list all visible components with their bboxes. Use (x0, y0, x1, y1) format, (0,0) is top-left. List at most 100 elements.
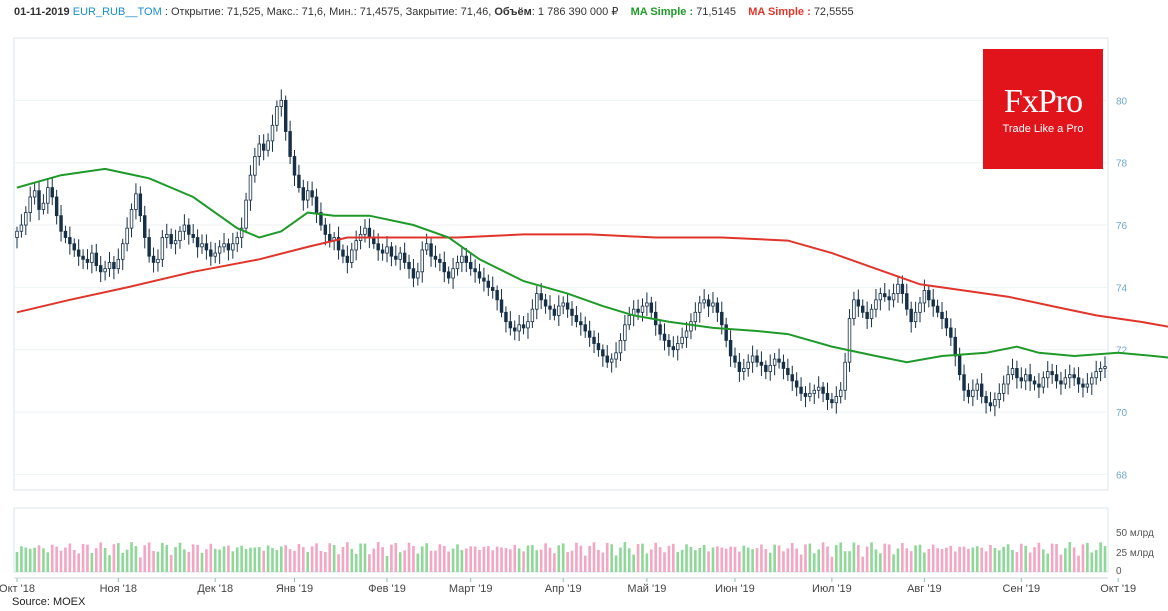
candle-body (116, 258, 121, 270)
candle-body (865, 311, 869, 319)
candle-body (420, 249, 424, 273)
volume-bar (826, 546, 829, 572)
volume-bar (425, 543, 428, 572)
candle-body (59, 215, 63, 232)
volume-bar (619, 547, 622, 572)
volume-bar (491, 550, 495, 572)
candle-body (913, 311, 918, 323)
candle-body (257, 143, 261, 157)
candle-body (76, 249, 81, 257)
volume-bar (914, 545, 917, 572)
volume-bar (812, 553, 816, 572)
candle-body (750, 355, 755, 363)
volume-bar (526, 545, 530, 572)
volume-bar (262, 550, 265, 572)
volume-bar (1077, 555, 1080, 572)
volume-bar (1050, 543, 1054, 572)
logo-tagline: Trade Like a Pro (1002, 123, 1084, 135)
candle-body (720, 311, 724, 326)
x-tick-label: Авг '19 (907, 583, 942, 595)
candle-body (636, 308, 640, 313)
volume-bar (359, 543, 362, 572)
candle-body (676, 343, 680, 351)
candle-body (195, 237, 200, 248)
candle-body (90, 252, 94, 263)
candle-body (838, 389, 843, 397)
candle-body (411, 268, 416, 279)
volume-bar (575, 542, 578, 572)
candle-body (517, 324, 521, 332)
candle-body (565, 302, 570, 310)
candle-body (1068, 374, 1072, 379)
volume-bar (953, 551, 957, 572)
volume-bar (469, 546, 473, 572)
candle-body (627, 315, 631, 326)
volume-bar (227, 545, 230, 572)
candle-body (927, 290, 931, 301)
candle-body (874, 299, 878, 310)
candle-body (949, 327, 953, 338)
volume-bar (1011, 550, 1014, 572)
candle-body (120, 243, 125, 260)
volume-bar (663, 552, 666, 572)
header-high-label: Макс.: (266, 6, 299, 18)
volume-bar (605, 542, 609, 572)
volume-bar (535, 550, 539, 572)
volume-bar (649, 549, 653, 572)
header-ma2-value: 72,5555 (813, 6, 854, 18)
candle-body (742, 368, 746, 372)
candle-body (297, 174, 301, 189)
candle-body (112, 262, 116, 270)
candle-body (239, 227, 244, 238)
candle-body (270, 124, 275, 142)
volume-bar (398, 552, 402, 572)
candle-body (1023, 374, 1028, 382)
volume-bar (64, 547, 67, 572)
candle-body (645, 302, 649, 307)
volume-bar (689, 546, 693, 572)
candle-body (151, 255, 156, 263)
volume-bar (1042, 549, 1045, 572)
volume-bar (33, 547, 36, 572)
candle-body (772, 358, 777, 366)
volume-bar (130, 542, 133, 572)
volume-bar (923, 552, 926, 572)
volume-tick-label: 0 (1116, 566, 1122, 577)
volume-bar (733, 546, 737, 572)
volume-bar (191, 544, 195, 572)
x-tick-label: Апр '19 (545, 583, 582, 595)
candle-body (491, 286, 495, 291)
volume-bar (857, 545, 860, 572)
candle-body (261, 143, 266, 151)
volume-tick-label: 25 млрд (1116, 548, 1154, 559)
volume-bar (473, 546, 477, 572)
candle-body (834, 396, 839, 404)
volume-bar (1019, 543, 1023, 572)
candle-body (416, 271, 420, 279)
volume-bar (456, 544, 459, 572)
header-symbol[interactable]: EUR_RUB__TOM (72, 6, 162, 18)
candle-body (733, 355, 737, 363)
candle-body (887, 296, 891, 301)
volume-bar (553, 553, 556, 572)
candle-body (138, 193, 143, 217)
candle-body (513, 327, 517, 332)
candle-body (1015, 368, 1019, 379)
candle-body (486, 280, 491, 288)
fxpro-logo: FxPro Trade Like a Pro (983, 49, 1103, 169)
volume-bar (240, 545, 243, 572)
candle-body (891, 293, 896, 301)
volume-bar (658, 547, 662, 572)
candle-body (1050, 371, 1054, 376)
volume-bar (790, 542, 794, 572)
candle-body (235, 237, 239, 245)
candle-body (940, 311, 944, 319)
x-tick-label: Сен '19 (1003, 583, 1041, 595)
volume-bar (235, 547, 239, 572)
volume-bar (672, 543, 675, 572)
volume-bar (77, 553, 80, 572)
volume-bar (306, 551, 310, 572)
volume-bar (509, 549, 512, 572)
volume-bar (830, 556, 834, 572)
